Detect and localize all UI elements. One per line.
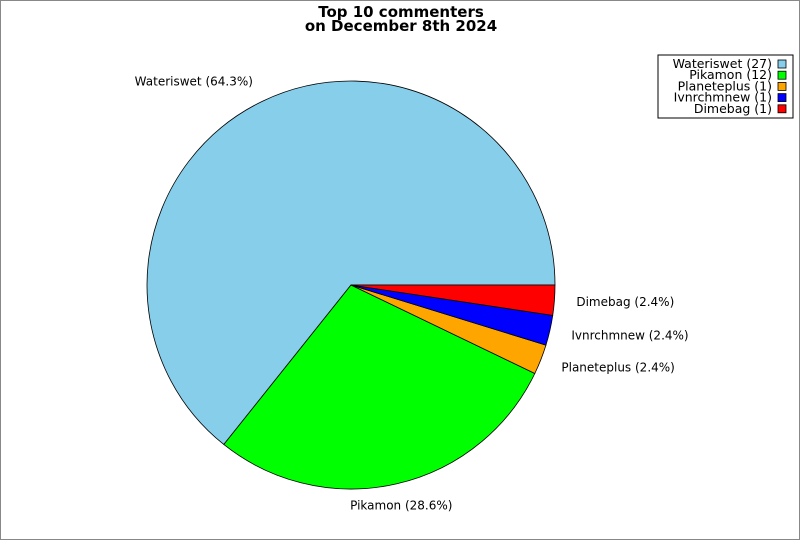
chart-title: Top 10 commenters [318,3,484,21]
slice-label-pikamon: Pikamon (28.6%) [350,498,452,512]
pie-slice-pikamon [223,284,536,490]
pie-slice-wateriswet [146,80,556,446]
pie-slice-dimebag [350,284,556,316]
legend-swatch-dimebag [777,104,787,114]
legend: Wateriswet (27)Pikamon (12)Planeteplus (… [657,54,794,119]
legend-label-wateriswet: Wateriswet (27) [673,56,772,71]
legend-label-ivnrchmnew: Ivnrchmnew (1) [674,90,772,105]
slice-label-wateriswet: Wateriswet (64.3%) [135,74,253,88]
legend-label-planeteplus: Planeteplus (1) [678,78,772,93]
legend-label-dimebag: Dimebag (1) [694,101,772,116]
legend-label-pikamon: Pikamon (12) [689,67,772,82]
legend-swatch-planeteplus [777,82,787,91]
slice-label-planeteplus: Planeteplus (2.4%) [561,361,674,375]
slice-label-ivnrchmnew: Ivnrchmnew (2.4%) [571,328,688,342]
slice-labels: Wateriswet (64.3%) Pikamon (28.6%) Planete… [135,74,689,512]
legend-swatch-wateriswet [777,59,787,69]
slice-label-dimebag: Dimebag (2.4%) [576,295,674,309]
legend-swatch-pikamon [777,70,787,80]
legend-swatch-ivnrchmnew [777,93,787,102]
legend-box [657,54,794,119]
pie-slices [146,80,556,490]
chart-subtitle: on December 8th 2024 [305,17,497,35]
